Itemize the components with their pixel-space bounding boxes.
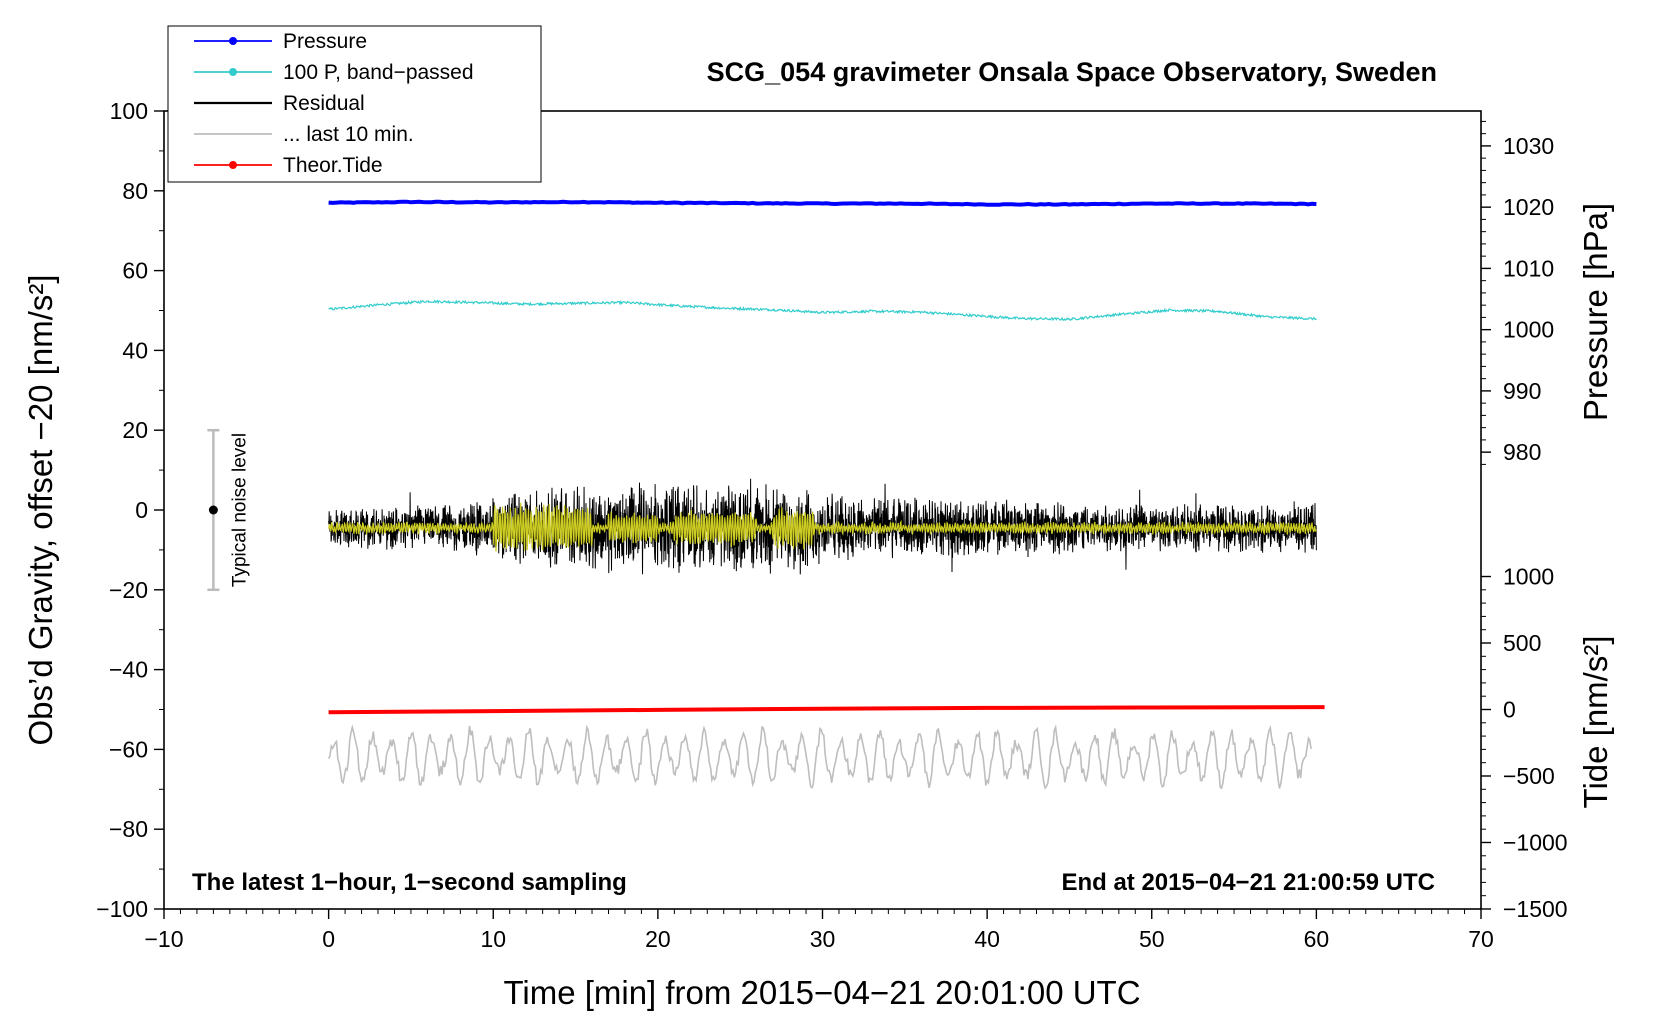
y-axis-left-label: Obs’d Gravity, offset −20 [nm/s²] bbox=[22, 274, 59, 745]
legend-swatch-marker bbox=[229, 68, 237, 76]
x-tick-label: −10 bbox=[144, 926, 183, 952]
noise-center-dot bbox=[208, 505, 218, 515]
y-axis-left: −100 −80 −60 −40 −20 0 20 40 60 80 100 bbox=[96, 98, 164, 922]
legend-label: 100 P, band−passed bbox=[283, 61, 474, 84]
y-tick-label: 0 bbox=[135, 497, 148, 523]
chart-title: SCG_054 gravimeter Onsala Space Observat… bbox=[707, 57, 1437, 87]
legend-label: ... last 10 min. bbox=[283, 123, 414, 146]
x-tick-label: 50 bbox=[1139, 926, 1165, 952]
x-axis-label: Time [min] from 2015−04−21 20:01:00 UTC bbox=[503, 974, 1140, 1011]
y-tick-label: −20 bbox=[109, 577, 148, 603]
pressure-tick-label: 1010 bbox=[1503, 255, 1554, 281]
tide-tick-label: −1500 bbox=[1503, 896, 1568, 922]
y-axis-tide: −1500 −1000 −500 0 500 1000 bbox=[1481, 564, 1568, 922]
x-tick-label: 40 bbox=[974, 926, 1000, 952]
legend-swatch-marker bbox=[229, 161, 237, 169]
tide-tick-label: −500 bbox=[1503, 763, 1555, 789]
x-tick-label: 10 bbox=[480, 926, 506, 952]
plot-area bbox=[327, 199, 1325, 790]
y-tick-label: −60 bbox=[109, 736, 148, 762]
pressure-tick-label: 990 bbox=[1503, 378, 1541, 404]
tide-tick-label: 0 bbox=[1503, 697, 1516, 723]
y-tick-label: 40 bbox=[122, 337, 148, 363]
y-tick-label: −100 bbox=[96, 896, 148, 922]
pressure-tick-label: 980 bbox=[1503, 439, 1541, 465]
legend: Pressure 100 P, band−passed Residual ... la… bbox=[167, 25, 542, 183]
x-tick-label: 0 bbox=[322, 926, 335, 952]
y-tick-label: 100 bbox=[110, 98, 148, 124]
pressure-tick-label: 1000 bbox=[1503, 317, 1554, 343]
x-tick-label: 60 bbox=[1304, 926, 1330, 952]
legend-swatch-marker bbox=[229, 37, 237, 45]
y-tick-label: 20 bbox=[122, 417, 148, 443]
series-residual-line bbox=[328, 478, 1317, 575]
noise-indicator: Typical noise level bbox=[207, 428, 250, 592]
x-tick-label: 70 bbox=[1468, 926, 1494, 952]
tide-tick-label: −1000 bbox=[1503, 829, 1568, 855]
series-pressure-line bbox=[328, 199, 1317, 207]
y-axis-tide-label: Tide [nm/s²] bbox=[1577, 636, 1614, 809]
sampling-note: The latest 1−hour, 1−second sampling bbox=[192, 869, 627, 896]
legend-label: Pressure bbox=[283, 30, 367, 53]
legend-label: Theor.Tide bbox=[283, 154, 383, 177]
tide-tick-label: 1000 bbox=[1503, 564, 1554, 590]
pressure-tick-label: 1030 bbox=[1503, 133, 1554, 159]
x-tick-label: 20 bbox=[645, 926, 671, 952]
tide-tick-label: 500 bbox=[1503, 630, 1541, 656]
pressure-tick-label: 1020 bbox=[1503, 194, 1554, 220]
legend-label: Residual bbox=[283, 92, 365, 115]
y-axis-pressure: 980 990 1000 1010 1020 1030 bbox=[1481, 120, 1554, 465]
y-tick-label: 80 bbox=[122, 178, 148, 204]
series-smoothed-residual-line bbox=[328, 502, 1317, 552]
noise-label: Typical noise level bbox=[229, 433, 250, 587]
y-tick-label: −80 bbox=[109, 816, 148, 842]
end-time-note: End at 2015−04−21 21:00:59 UTC bbox=[1061, 869, 1435, 896]
x-axis: −10 0 10 20 30 40 50 60 70 bbox=[144, 909, 1494, 952]
series-tide-line bbox=[328, 705, 1325, 715]
series-bandpassed-line bbox=[328, 299, 1317, 322]
y-tick-label: −40 bbox=[109, 657, 148, 683]
y-axis-pressure-label: Pressure [hPa] bbox=[1577, 203, 1614, 421]
y-tick-label: 60 bbox=[122, 258, 148, 284]
series-last10min-line bbox=[327, 724, 1312, 790]
x-tick-label: 30 bbox=[810, 926, 836, 952]
